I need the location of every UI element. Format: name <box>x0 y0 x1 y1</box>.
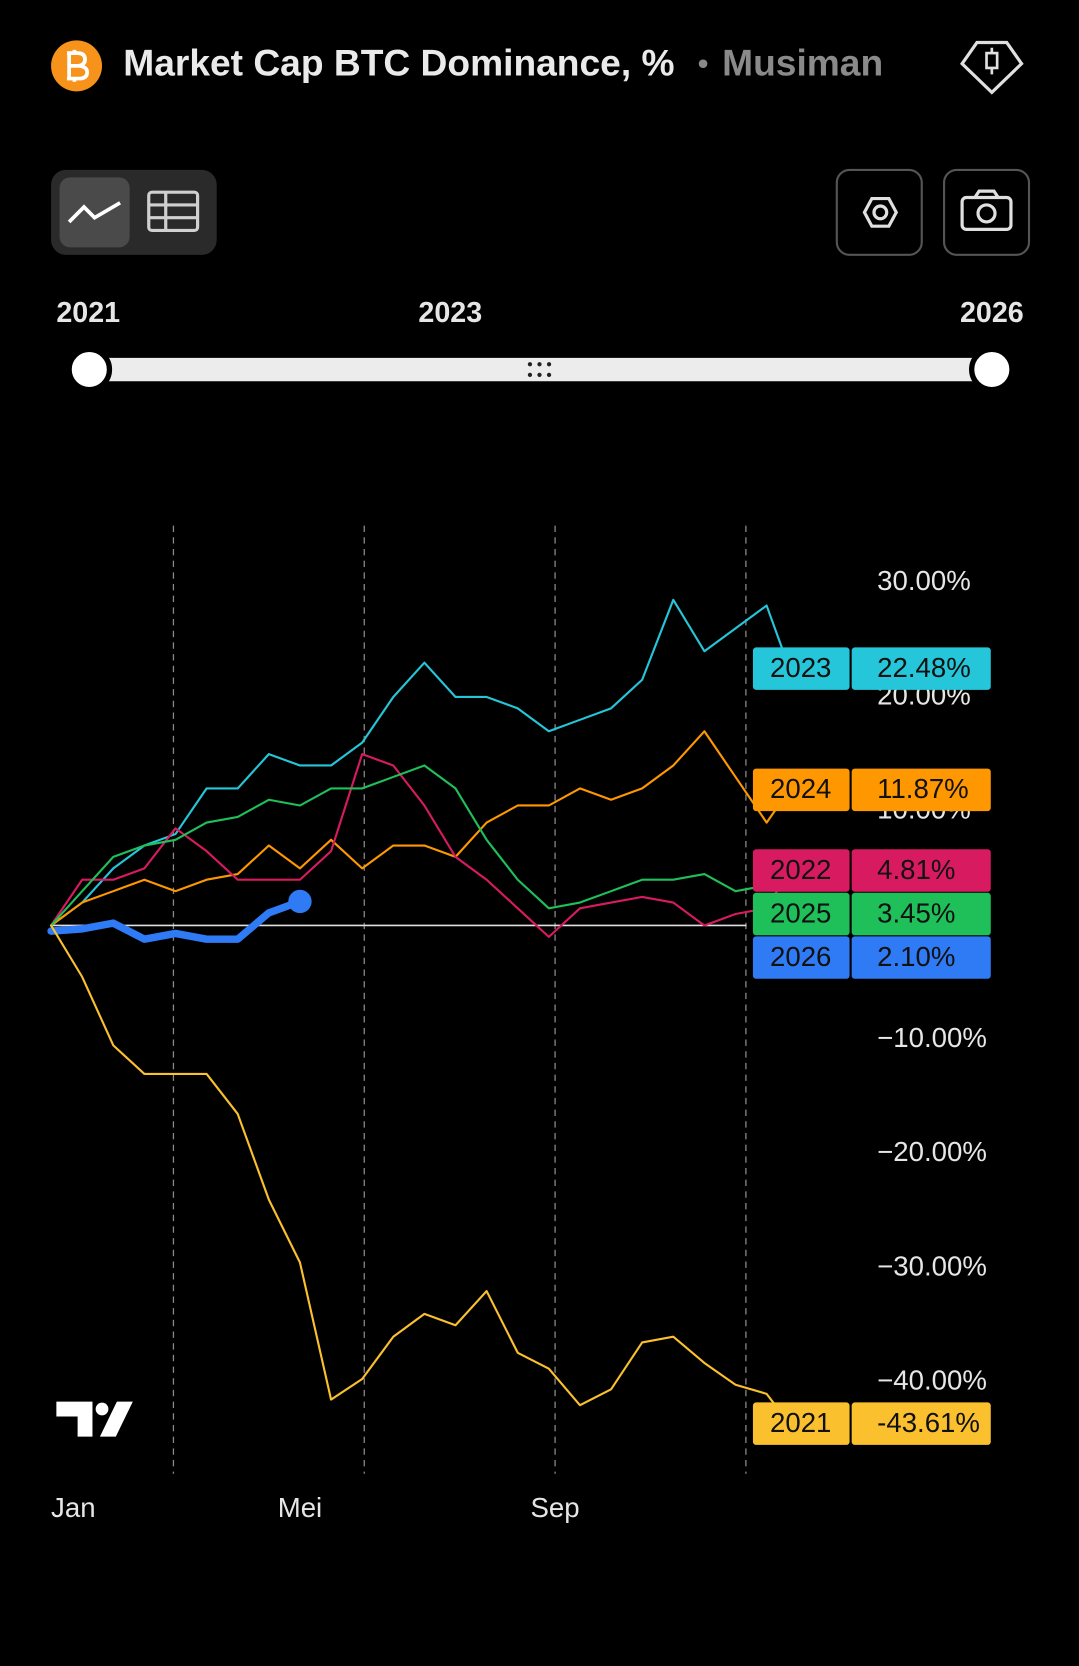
label-box <box>752 768 850 812</box>
series-name: 2022 <box>770 854 831 885</box>
value-box <box>851 1402 991 1445</box>
series-name: 2021 <box>770 1407 831 1438</box>
label-box <box>752 936 850 979</box>
value-label: 4.81% <box>877 854 955 885</box>
range-handle[interactable] <box>969 346 1015 393</box>
last-value-label: 2021 -43.61% <box>752 1402 991 1445</box>
series-line <box>49 764 791 927</box>
range-grip[interactable] <box>527 362 552 377</box>
snapshot-button[interactable] <box>942 168 1031 256</box>
value-box <box>851 936 991 979</box>
series-line <box>49 753 791 938</box>
subtitle: Musiman <box>722 42 883 84</box>
value-box <box>851 892 991 936</box>
series-line <box>49 730 791 927</box>
value-label: -43.61% <box>877 1407 980 1438</box>
value-label: 22.48% <box>877 652 971 683</box>
series-line <box>49 924 791 1425</box>
diamond-button[interactable] <box>960 40 1024 95</box>
separator: • <box>697 45 708 81</box>
series-name: 2025 <box>770 897 831 928</box>
range-handle[interactable] <box>66 346 113 393</box>
value-box <box>851 768 991 812</box>
last-value-label: 2026 2.10% <box>752 936 991 979</box>
series-name: 2023 <box>770 652 831 683</box>
x-tick-label: Sep <box>531 1492 580 1523</box>
label-box <box>752 849 850 892</box>
chart-view-button[interactable] <box>59 177 130 248</box>
series-name: 2024 <box>770 773 831 804</box>
y-tick-label: −10.00% <box>877 1022 987 1053</box>
range-label: 2026 <box>960 297 1024 329</box>
series-line <box>49 598 791 927</box>
y-tick-label: 30.00% <box>877 565 971 596</box>
value-box <box>851 849 991 892</box>
series-end-dot <box>288 889 312 914</box>
y-tick-label: −20.00% <box>877 1136 987 1167</box>
value-label: 2.10% <box>877 941 955 972</box>
chart-title: Market Cap BTC Dominance, % <box>123 42 674 84</box>
last-value-label: 2025 3.45% <box>752 892 991 936</box>
btc-icon <box>51 40 103 92</box>
label-box <box>752 647 850 690</box>
y-tick-label: −40.00% <box>877 1365 987 1396</box>
table-view-button[interactable] <box>147 190 200 233</box>
series-line <box>47 897 304 943</box>
series-name: 2026 <box>770 941 831 972</box>
plot: 30.00%20.00%10.00%−10.00%−20.00%−30.00%−… <box>47 525 991 1523</box>
label-box <box>752 892 850 936</box>
label-box <box>752 1402 850 1445</box>
y-tick-label: −30.00% <box>877 1250 987 1281</box>
range-label: 2021 <box>56 297 120 329</box>
settings-button[interactable] <box>835 168 923 256</box>
last-value-label: 2022 4.81% <box>752 849 991 892</box>
range-track[interactable] <box>89 357 992 382</box>
tv-logo <box>56 1401 133 1437</box>
x-tick-label: Jan <box>51 1492 96 1523</box>
value-box <box>851 647 991 690</box>
last-value-label: 2024 11.87% <box>752 768 991 812</box>
value-label: 11.87% <box>877 773 969 804</box>
range-label: 2023 <box>418 297 482 329</box>
last-value-label: 2023 22.48% <box>752 647 991 690</box>
x-tick-label: Mei <box>278 1492 322 1523</box>
value-label: 3.45% <box>877 897 955 928</box>
